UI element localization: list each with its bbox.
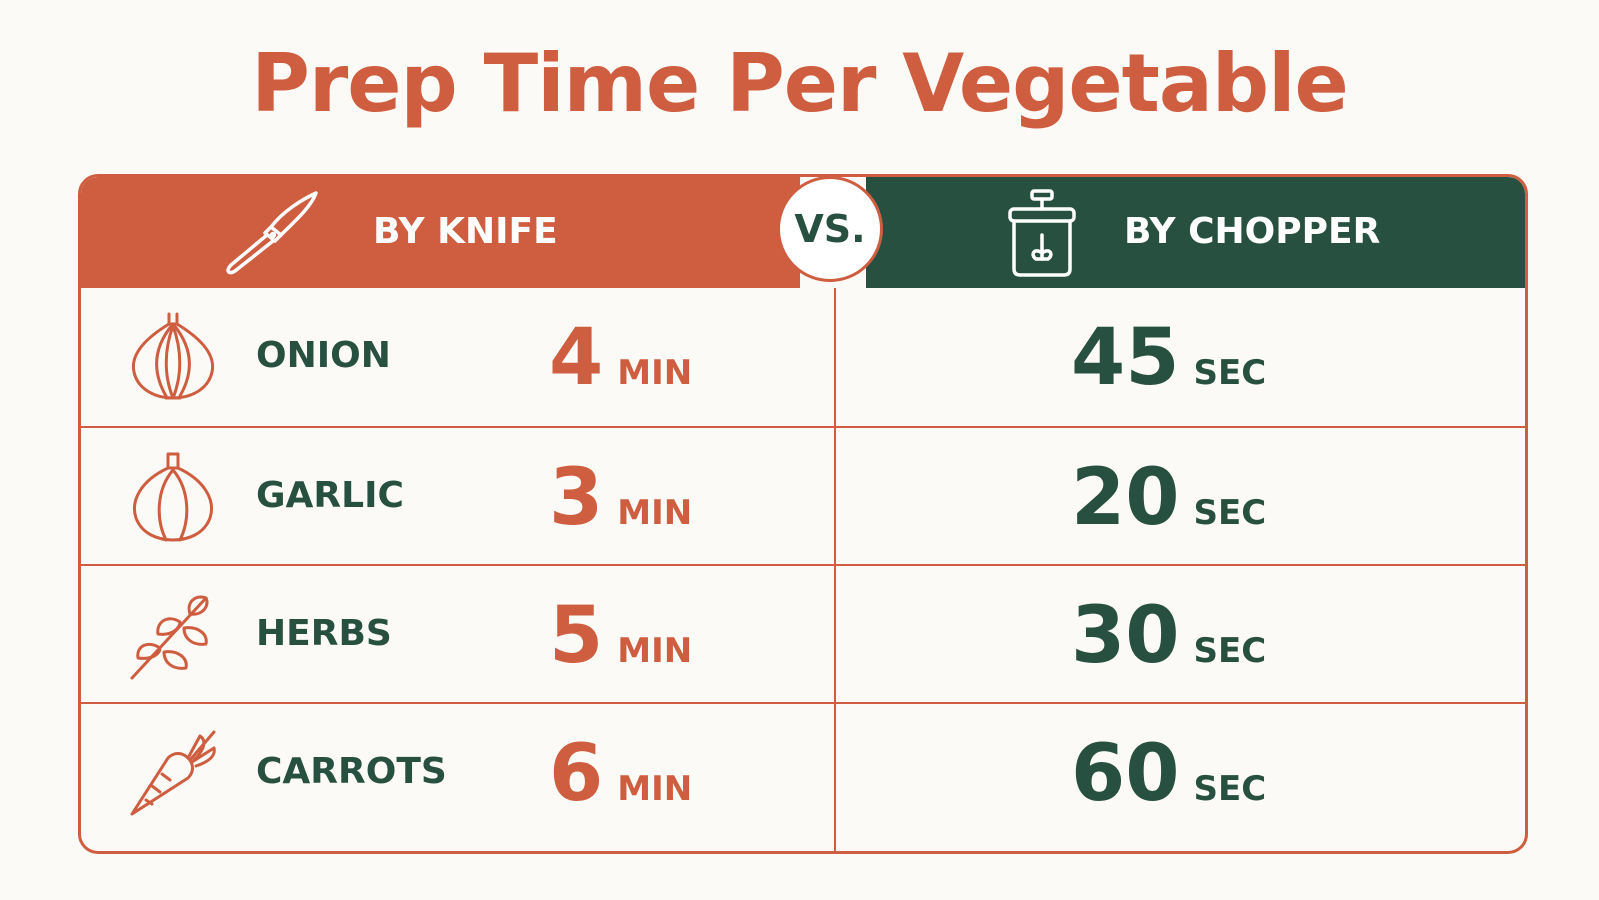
- carrot-icon: [130, 730, 216, 816]
- knife-time: 5 MIN: [549, 596, 729, 676]
- vegetable-name: GARLIC: [256, 475, 404, 516]
- vegetable-name: HERBS: [256, 613, 392, 654]
- garlic-icon: [133, 452, 213, 542]
- knife-column-label: BY KNIFE: [373, 211, 558, 252]
- knife-time-unit: MIN: [617, 631, 693, 671]
- chopper-time-unit: SEC: [1193, 631, 1267, 671]
- knife-time: 3 MIN: [549, 458, 729, 538]
- herbs-icon: [130, 595, 209, 680]
- chart-title: Prep Time Per Vegetable: [251, 37, 1349, 130]
- chopper-time-value: 20: [1071, 453, 1180, 543]
- onion-icon: [131, 312, 215, 400]
- table-row-carrots: CARROTS 6 MIN 60 SEC: [81, 702, 1525, 840]
- column-divider: [834, 288, 836, 851]
- knife-time-value: 4: [549, 313, 604, 403]
- chopper-time: 60 SEC: [1071, 734, 1331, 814]
- comparison-table: BY KNIFE BY CHOPPER: [78, 174, 1528, 854]
- vs-badge: VS.: [777, 176, 883, 282]
- chopper-time-unit: SEC: [1193, 353, 1267, 393]
- chopper-time-value: 45: [1071, 313, 1180, 403]
- knife-column-header: BY KNIFE: [81, 177, 800, 288]
- knife-time: 4 MIN: [549, 318, 729, 398]
- chopper-icon: [1008, 189, 1076, 277]
- knife-time-unit: MIN: [617, 769, 693, 809]
- knife-time-unit: MIN: [617, 493, 693, 533]
- knife-time-value: 5: [549, 591, 604, 681]
- knife-time-value: 6: [549, 729, 604, 819]
- table-row-onion: ONION 4 MIN 45 SEC: [81, 288, 1525, 426]
- table-row-herbs: HERBS 5 MIN 30 SEC: [81, 564, 1525, 702]
- knife-icon: [226, 191, 318, 275]
- knife-time: 6 MIN: [549, 734, 729, 814]
- vegetable-name: ONION: [256, 335, 391, 376]
- knife-time-unit: MIN: [617, 353, 693, 393]
- chopper-time: 30 SEC: [1071, 596, 1331, 676]
- chopper-time-unit: SEC: [1193, 493, 1267, 533]
- chopper-time-value: 30: [1071, 591, 1180, 681]
- chopper-time: 20 SEC: [1071, 458, 1331, 538]
- chopper-time-value: 60: [1071, 729, 1180, 819]
- table-row-garlic: GARLIC 3 MIN 20 SEC: [81, 426, 1525, 564]
- chopper-column-header: BY CHOPPER: [866, 177, 1525, 288]
- chopper-time-unit: SEC: [1193, 769, 1267, 809]
- chopper-time: 45 SEC: [1071, 318, 1331, 398]
- vegetable-name: CARROTS: [256, 751, 447, 792]
- knife-time-value: 3: [549, 453, 604, 543]
- chopper-column-label: BY CHOPPER: [1124, 211, 1381, 252]
